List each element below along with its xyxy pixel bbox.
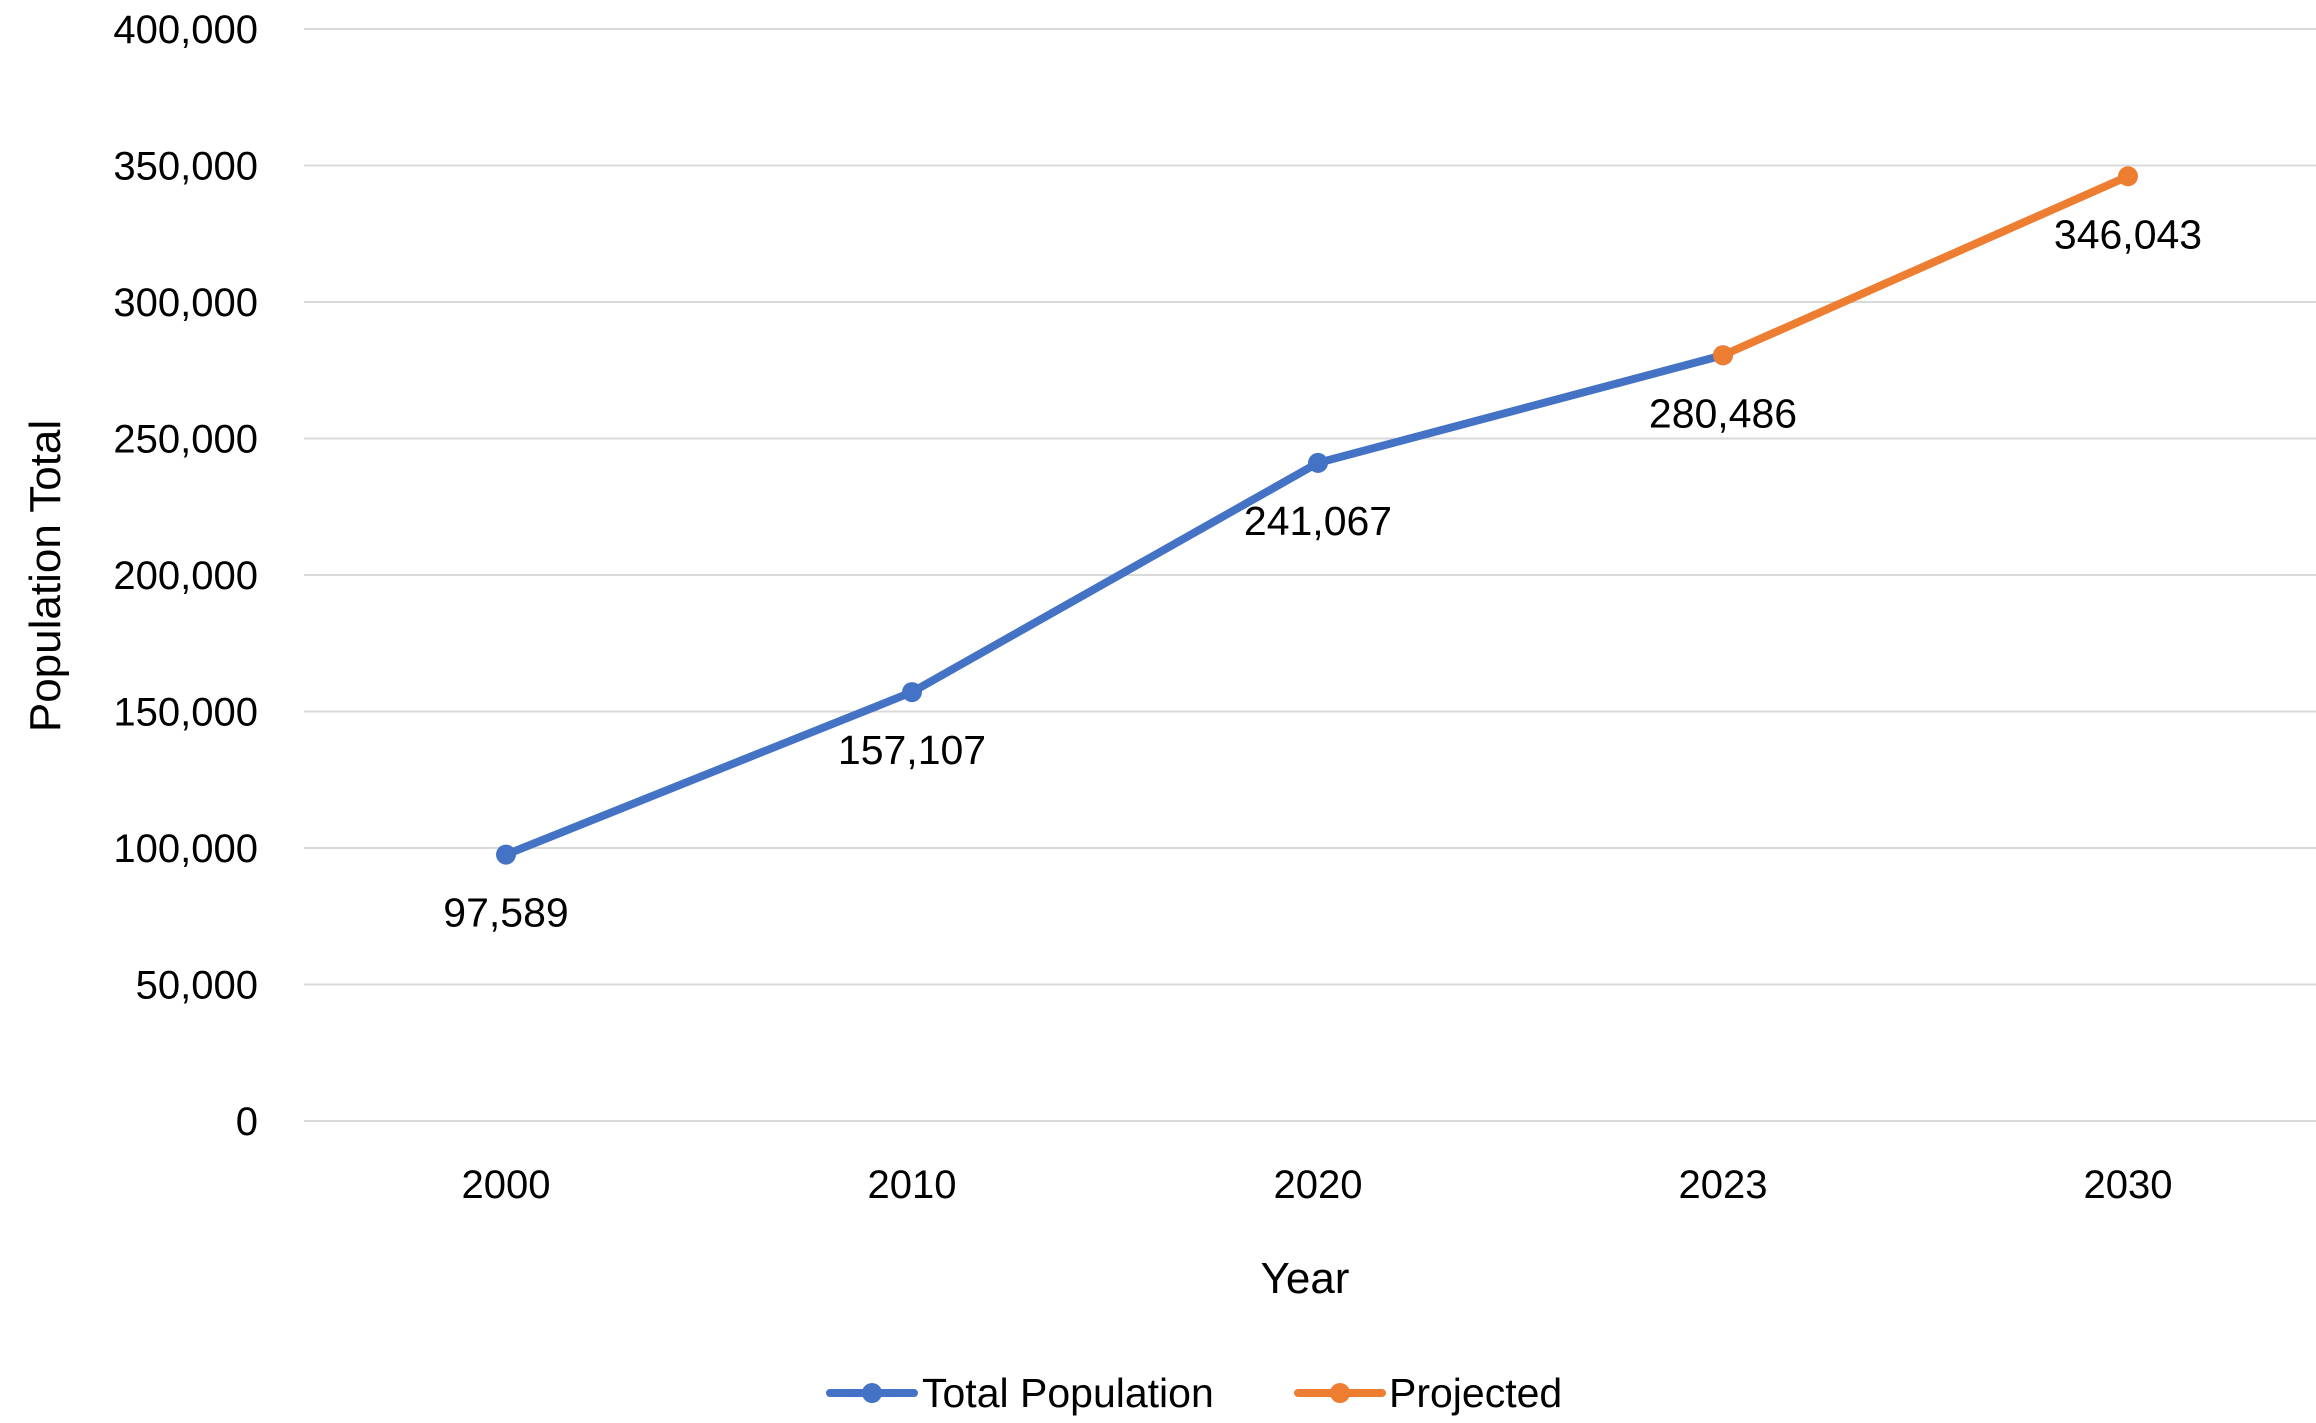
- x-axis-title: Year: [1261, 1254, 1350, 1303]
- series-line: [1719, 172, 2132, 360]
- data-point: [902, 682, 922, 703]
- data-point: [2118, 166, 2138, 187]
- series-line: [502, 351, 1727, 859]
- y-axis-title: Population Total: [21, 420, 70, 732]
- x-tick-label: 2020: [1274, 1163, 1363, 1207]
- data-label: 280,486: [1649, 390, 1797, 436]
- data-labels: 97,589 157,107 241,067 280,486 346,043: [443, 211, 2202, 935]
- y-tick-label: 350,000: [113, 145, 258, 189]
- legend: Total Population Projected: [826, 1370, 1562, 1416]
- data-point: [1308, 452, 1328, 473]
- data-label: 241,067: [1244, 498, 1392, 544]
- series-markers: [496, 166, 2138, 865]
- y-tick-label: 0: [236, 1100, 258, 1144]
- series-lines: [502, 172, 2132, 859]
- x-tick-label: 2000: [462, 1163, 551, 1207]
- gridlines: [304, 28, 2316, 1122]
- y-tick-label: 50,000: [136, 964, 258, 1008]
- data-point: [1713, 345, 1733, 366]
- y-axis-ticks: 0 50,000 100,000 150,000 200,000 250,000 300,0…: [113, 8, 258, 1144]
- x-tick-label: 2023: [1679, 1163, 1768, 1207]
- x-axis-ticks: 2000 2010 2020 2023 2030: [462, 1163, 2173, 1207]
- data-label: 346,043: [2054, 211, 2202, 257]
- legend-swatch-marker: [862, 1383, 882, 1403]
- legend-label: Total Population: [922, 1370, 1214, 1416]
- y-tick-label: 100,000: [113, 827, 258, 871]
- legend-label: Projected: [1389, 1370, 1562, 1416]
- x-tick-label: 2030: [2084, 1163, 2173, 1207]
- y-tick-label: 400,000: [113, 8, 258, 52]
- data-label: 97,589: [443, 890, 568, 936]
- y-tick-label: 150,000: [113, 691, 258, 735]
- y-tick-label: 200,000: [113, 554, 258, 598]
- y-tick-label: 300,000: [113, 281, 258, 325]
- y-tick-label: 250,000: [113, 418, 258, 462]
- data-label: 157,107: [838, 727, 986, 773]
- data-point: [496, 844, 516, 865]
- x-tick-label: 2010: [868, 1163, 957, 1207]
- legend-swatch-marker: [1330, 1383, 1350, 1403]
